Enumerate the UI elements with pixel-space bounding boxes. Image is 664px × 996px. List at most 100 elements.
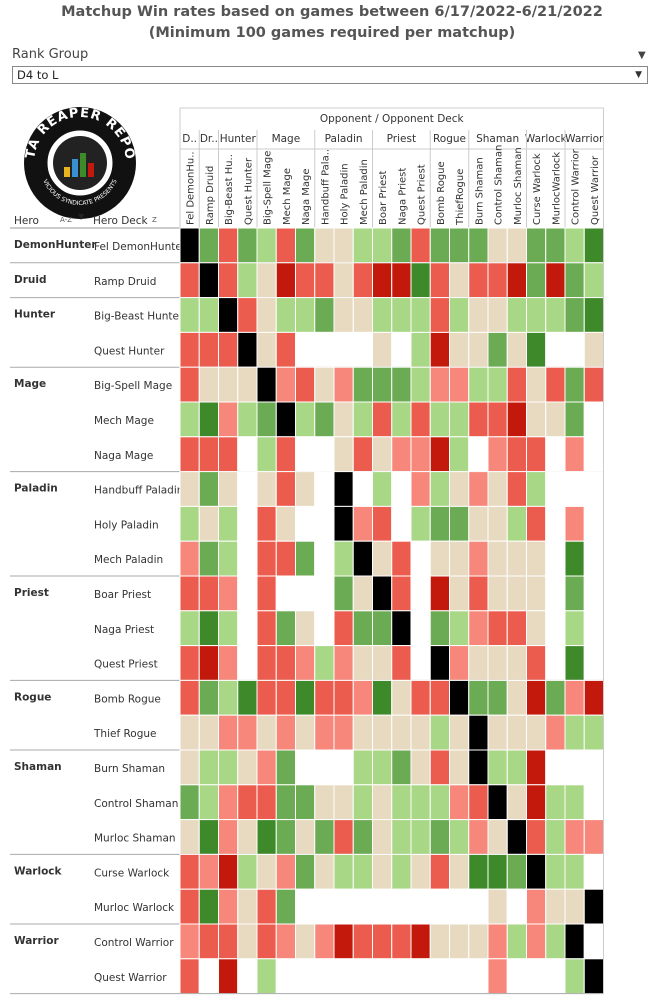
heatmap-cell[interactable]	[391, 714, 412, 751]
row-deck-label[interactable]: Bomb Rogue	[94, 693, 161, 705]
heatmap-cell[interactable]	[372, 401, 393, 438]
heatmap-cell[interactable]	[564, 610, 585, 647]
heatmap-cell[interactable]	[545, 784, 566, 821]
heatmap-cell[interactable]	[372, 714, 393, 751]
heatmap-cell[interactable]	[198, 749, 219, 786]
heatmap-cell[interactable]	[545, 262, 566, 299]
heatmap-cell[interactable]	[429, 436, 450, 473]
heatmap-cell[interactable]	[506, 645, 527, 681]
heatmap-cell[interactable]	[429, 471, 450, 507]
heatmap-cell[interactable]	[314, 471, 335, 507]
heatmap-cell[interactable]	[564, 749, 585, 786]
heatmap-cell[interactable]	[179, 714, 200, 751]
heatmap-cell[interactable]	[391, 958, 412, 995]
column-label[interactable]: Murloc Shaman	[513, 147, 524, 225]
heatmap-cell[interactable]	[256, 784, 277, 821]
heatmap-cell[interactable]	[275, 540, 296, 577]
heatmap-cell[interactable]	[179, 540, 200, 577]
heatmap-cell[interactable]	[179, 436, 200, 473]
heatmap-cell[interactable]	[314, 679, 335, 716]
heatmap-cell[interactable]	[583, 331, 604, 368]
heatmap-cell[interactable]	[506, 958, 527, 995]
heatmap-cell[interactable]	[391, 366, 412, 403]
heatmap-cell[interactable]	[391, 575, 412, 612]
heatmap-cell[interactable]	[545, 436, 566, 473]
heatmap-cell[interactable]	[372, 575, 393, 612]
heatmap-cell[interactable]	[468, 645, 489, 681]
heatmap-cell[interactable]	[218, 262, 239, 299]
heatmap-cell[interactable]	[256, 749, 277, 786]
heatmap-cell[interactable]	[256, 505, 277, 542]
column-label[interactable]: Holy Paladin	[340, 163, 351, 225]
heatmap-cell[interactable]	[237, 958, 258, 995]
heatmap-cell[interactable]	[410, 923, 431, 960]
heatmap-cell[interactable]	[275, 784, 296, 821]
heatmap-cell[interactable]	[198, 645, 219, 681]
heatmap-cell[interactable]	[526, 366, 547, 403]
heatmap-cell[interactable]	[429, 575, 450, 612]
heatmap-cell[interactable]	[198, 540, 219, 577]
heatmap-cell[interactable]	[333, 679, 354, 716]
heatmap-cell[interactable]	[391, 227, 412, 264]
heatmap-cell[interactable]	[256, 471, 277, 507]
heatmap-cell[interactable]	[410, 262, 431, 299]
heatmap-cell[interactable]	[506, 923, 527, 960]
heatmap-cell[interactable]	[256, 297, 277, 333]
heatmap-cell[interactable]	[468, 540, 489, 577]
heatmap-cell[interactable]	[198, 923, 219, 960]
row-deck-label[interactable]: Mech Paladin	[94, 554, 163, 566]
column-label[interactable]: Naga Priest	[397, 168, 408, 225]
heatmap-cell[interactable]	[429, 958, 450, 995]
heatmap-cell[interactable]	[468, 505, 489, 542]
heatmap-cell[interactable]	[391, 784, 412, 821]
column-label[interactable]: Control Warrior	[571, 148, 582, 225]
heatmap-cell[interactable]	[275, 436, 296, 473]
heatmap-cell[interactable]	[429, 679, 450, 716]
column-label[interactable]: Bomb Rogue	[436, 161, 447, 225]
heatmap-cell[interactable]	[275, 366, 296, 403]
heatmap-cell[interactable]	[352, 610, 373, 647]
rank-group-dropdown[interactable]: D4 to L ▼	[12, 66, 648, 84]
heatmap-cell[interactable]	[583, 297, 604, 333]
heatmap-cell[interactable]	[583, 262, 604, 299]
heatmap-cell[interactable]	[275, 923, 296, 960]
heatmap-cell[interactable]	[333, 540, 354, 577]
heatmap-cell[interactable]	[429, 853, 450, 890]
heatmap-cell[interactable]	[198, 819, 219, 855]
heatmap-cell[interactable]	[352, 714, 373, 751]
heatmap-cell[interactable]	[256, 575, 277, 612]
heatmap-cell[interactable]	[179, 645, 200, 681]
heatmap-cell[interactable]	[295, 958, 316, 995]
heatmap-cell[interactable]	[410, 749, 431, 786]
heatmap-cell[interactable]	[295, 540, 316, 577]
column-label[interactable]: Control Shaman	[494, 145, 505, 225]
heatmap-cell[interactable]	[429, 923, 450, 960]
heatmap-cell[interactable]	[352, 471, 373, 507]
heatmap-cell[interactable]	[295, 262, 316, 299]
heatmap-cell[interactable]	[352, 645, 373, 681]
heatmap-cell[interactable]	[275, 888, 296, 925]
heatmap-cell[interactable]	[372, 331, 393, 368]
heatmap-cell[interactable]	[487, 262, 508, 299]
heatmap-cell[interactable]	[295, 714, 316, 751]
heatmap-cell[interactable]	[237, 610, 258, 647]
heatmap-cell[interactable]	[256, 227, 277, 264]
heatmap-cell[interactable]	[564, 297, 585, 333]
heatmap-cell[interactable]	[545, 749, 566, 786]
heatmap-cell[interactable]	[314, 645, 335, 681]
heatmap-cell[interactable]	[429, 262, 450, 299]
heatmap-cell[interactable]	[352, 819, 373, 855]
heatmap-cell[interactable]	[583, 679, 604, 716]
row-deck-label[interactable]: Big-Beast Hunter	[94, 311, 184, 323]
heatmap-cell[interactable]	[429, 227, 450, 264]
heatmap-cell[interactable]	[545, 888, 566, 925]
heatmap-cell[interactable]	[295, 610, 316, 647]
heatmap-cell[interactable]	[526, 575, 547, 612]
heatmap-cell[interactable]	[526, 819, 547, 855]
heatmap-cell[interactable]	[295, 749, 316, 786]
heatmap-cell[interactable]	[545, 366, 566, 403]
heatmap-cell[interactable]	[468, 784, 489, 821]
row-deck-label[interactable]: Naga Mage	[94, 450, 153, 462]
heatmap-cell[interactable]	[275, 645, 296, 681]
heatmap-cell[interactable]	[179, 505, 200, 542]
